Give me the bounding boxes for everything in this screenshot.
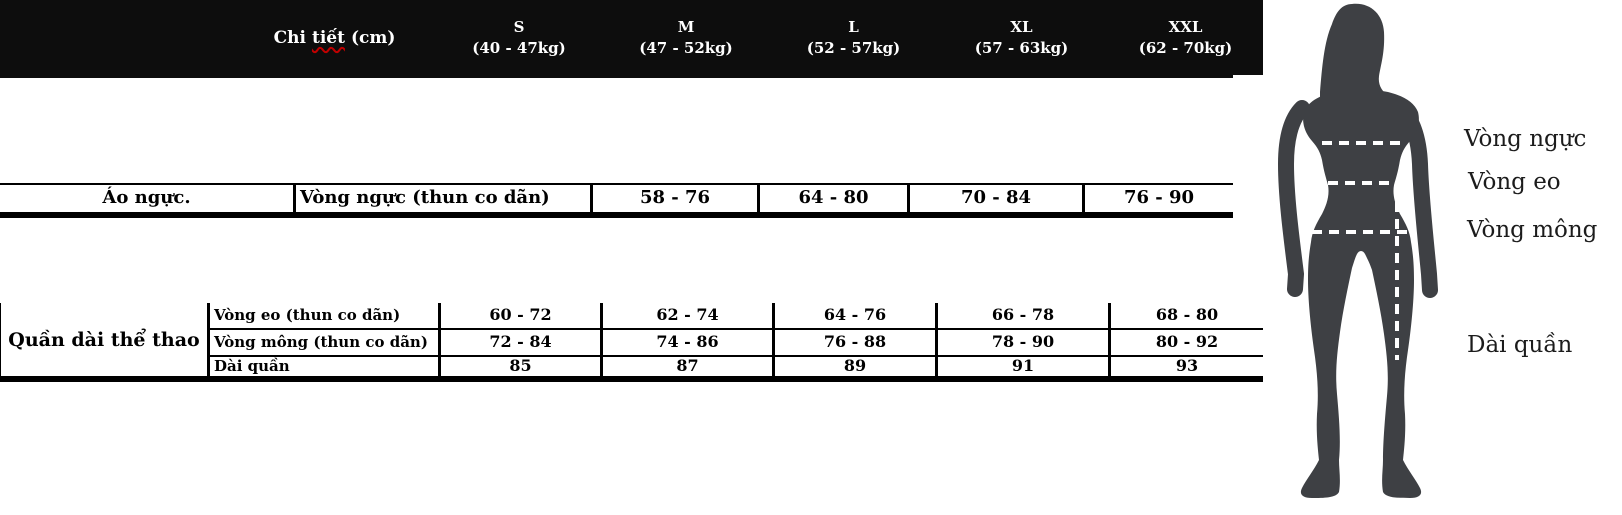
value-cell-l: 76 - 88 bbox=[772, 330, 935, 355]
waist-label: Vòng eo bbox=[1468, 169, 1561, 195]
measure-name-cell: Dài quần bbox=[207, 357, 438, 376]
value-cell-l: 64 - 76 bbox=[772, 303, 935, 328]
pants-size-column-xl: XL (57 - 63kg) bbox=[935, 0, 1108, 75]
value-cell-m: 62 - 74 bbox=[600, 303, 772, 328]
pants-size-column-xxl: XXL (62 - 70kg) bbox=[1108, 0, 1263, 75]
size-label: XXL bbox=[1168, 18, 1203, 36]
erasure-artifact bbox=[221, 177, 265, 186]
value-cell-m: 87 bbox=[600, 357, 772, 376]
chest-label: Vòng ngực bbox=[1464, 126, 1587, 152]
torso-and-legs bbox=[1300, 89, 1422, 498]
hip-label: Vòng mông bbox=[1467, 217, 1598, 243]
value-cell-l: 70 - 84 bbox=[907, 185, 1082, 212]
pants-table-rows: Vòng eo (thun co dãn) 60 - 72 62 - 74 64… bbox=[207, 303, 1263, 376]
value-cell-s: 58 - 76 bbox=[590, 185, 757, 212]
erasure-artifact bbox=[158, 177, 210, 186]
measure-name-cell: Vòng mông (thun co dãn) bbox=[207, 330, 438, 355]
product-name-cell: Áo ngực. bbox=[102, 187, 191, 208]
table-row-length: Dài quần 85 87 89 91 93 bbox=[207, 355, 1263, 376]
pants-table-header-title: Chi tiết (cm) bbox=[207, 0, 462, 75]
weight-range: (47 - 52kg) bbox=[639, 39, 733, 57]
value-cell-s: 85 bbox=[438, 357, 600, 376]
value-cell-m: 74 - 86 bbox=[600, 330, 772, 355]
bra-table-row: Áo ngực. Vòng ngực (thun co dãn) 58 - 76… bbox=[0, 183, 1233, 218]
value-cell-xxl: 68 - 80 bbox=[1108, 303, 1263, 328]
table-row-hip: Vòng mông (thun co dãn) 72 - 84 74 - 86 … bbox=[207, 328, 1263, 355]
left-arm bbox=[1277, 100, 1310, 297]
size-label: M bbox=[677, 18, 695, 36]
pants-size-column-m: M (47 - 52kg) bbox=[600, 0, 772, 75]
weight-range: (52 - 57kg) bbox=[806, 39, 901, 57]
value-cell-xl: 76 - 90 bbox=[1082, 185, 1233, 212]
size-label: L bbox=[848, 18, 859, 36]
measure-name-cell: Vòng eo (thun co dãn) bbox=[207, 303, 438, 328]
size-label: S bbox=[513, 18, 525, 36]
header-word: (cm) bbox=[350, 27, 396, 48]
table-row-waist: Vòng eo (thun co dãn) 60 - 72 62 - 74 64… bbox=[207, 303, 1263, 328]
pants-size-column-l: L (52 - 57kg) bbox=[772, 0, 935, 75]
value-cell-xl: 66 - 78 bbox=[935, 303, 1108, 328]
value-cell-xxl: 80 - 92 bbox=[1108, 330, 1263, 355]
body-silhouette-diagram bbox=[1277, 3, 1438, 498]
product-name-cell: Quần dài thể thao bbox=[0, 303, 207, 376]
weight-range: (40 - 47kg) bbox=[472, 39, 566, 57]
value-cell-xl: 78 - 90 bbox=[935, 330, 1108, 355]
header-word: Chi bbox=[273, 27, 306, 48]
pants-table-body: Quần dài thể thao Vòng eo (thun co dãn) … bbox=[0, 303, 1263, 382]
size-label: XL bbox=[1010, 18, 1033, 36]
pants-size-column-s: S (40 - 47kg) bbox=[438, 0, 600, 75]
value-cell-l: 89 bbox=[772, 357, 935, 376]
pants-table-header-band: Chi tiết (cm) S (40 - 47kg) M (47 - 52kg… bbox=[0, 0, 1263, 75]
value-cell-xl: 91 bbox=[935, 357, 1108, 376]
weight-range: (62 - 70kg) bbox=[1138, 39, 1233, 57]
value-cell-m: 64 - 80 bbox=[757, 185, 907, 212]
value-cell-xxl: 93 bbox=[1108, 357, 1263, 376]
measure-name-cell: Vòng ngực (thun co dãn) bbox=[293, 185, 590, 212]
value-cell-s: 72 - 84 bbox=[438, 330, 600, 355]
head-and-hair bbox=[1320, 3, 1387, 102]
value-cell-s: 60 - 72 bbox=[438, 303, 600, 328]
weight-range: (57 - 63kg) bbox=[974, 39, 1069, 57]
pant-length-label: Dài quần bbox=[1467, 332, 1573, 358]
header-word-spellcheck-underline: tiết bbox=[311, 27, 345, 48]
